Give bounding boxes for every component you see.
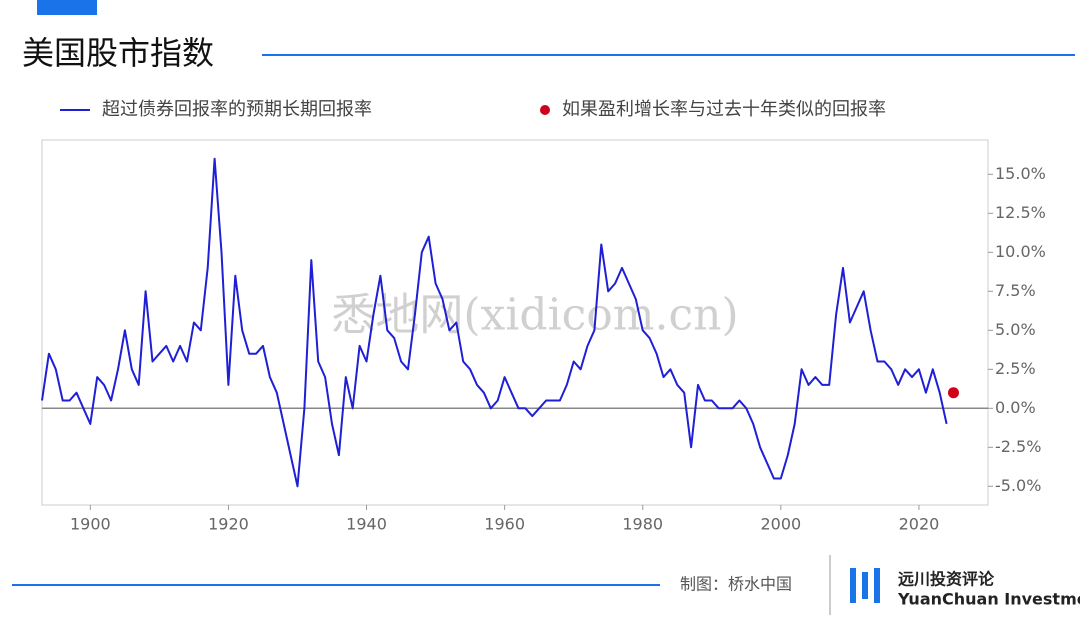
x-tick-label: 1980: [622, 515, 663, 534]
x-tick-label: 1920: [208, 515, 249, 534]
x-tick-label: 1960: [484, 515, 525, 534]
title: 美国股市指数: [22, 34, 214, 72]
watermark: 悉地网(xidicom.cn): [331, 290, 738, 341]
header-bar: [37, 0, 97, 15]
y-tick-label: 15.0%: [995, 164, 1046, 183]
x-tick-label: 2020: [899, 515, 940, 534]
x-tick-label: 2000: [760, 515, 801, 534]
y-tick-label: 10.0%: [995, 242, 1046, 261]
brand: 远川投资评论: [898, 570, 995, 589]
plot-frame: [41, 139, 989, 506]
x-tick-label: 1940: [346, 515, 387, 534]
credit: 制图：桥水中国: [680, 575, 792, 594]
y-tick-label: 12.5%: [995, 203, 1046, 222]
y-tick-label: -2.5%: [995, 437, 1041, 456]
y-tick-label: 2.5%: [995, 359, 1036, 378]
y-tick-label: -5.0%: [995, 476, 1041, 495]
y-tick-label: 7.5%: [995, 281, 1036, 300]
x-tick-label: 1900: [70, 515, 111, 534]
brand-en: YuanChuan Investment Review: [897, 590, 1080, 609]
legend-swatch: [540, 105, 550, 115]
point: [947, 387, 959, 399]
legend-label: 超过债券回报率的预期长期回报率: [102, 99, 372, 120]
y-tick-label: 5.0%: [995, 320, 1036, 339]
legend-label: 如果盈利增长率与过去十年类似的回报率: [562, 99, 886, 120]
logo-bar: [874, 568, 880, 603]
y-tick-label: 0.0%: [995, 398, 1036, 417]
logo-bar: [862, 572, 868, 599]
logo-bar: [850, 568, 856, 603]
series-line: [41, 157, 948, 488]
